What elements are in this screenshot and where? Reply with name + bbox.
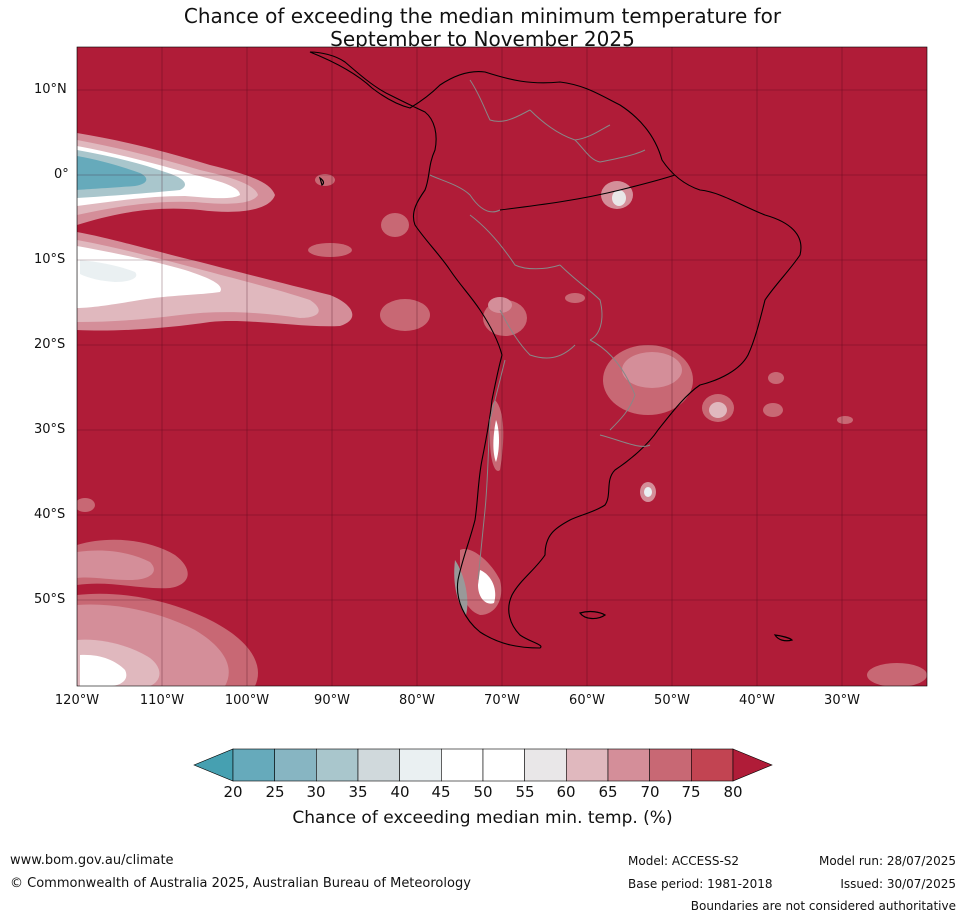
colorbar-tick: 60: [556, 783, 576, 801]
map-frame: [76, 46, 928, 687]
lat-label-10n: 10°N: [34, 82, 67, 97]
lon-label-40w: 40°W: [739, 693, 775, 708]
lon-label-110w: 110°W: [139, 693, 185, 708]
colorbar-swatch: [441, 748, 484, 782]
lat-label-30s: 30°S: [34, 422, 66, 437]
amazon-river: [499, 174, 676, 211]
colorbar-swatch: [399, 748, 442, 782]
lon-label-100w: 100°W: [224, 693, 270, 708]
lat-label-20s: 20°S: [34, 337, 66, 352]
footer-url[interactable]: www.bom.gov.au/climate: [10, 853, 174, 868]
lon-label-90w: 90°W: [314, 693, 350, 708]
colorbar-swatch: [691, 748, 734, 782]
footer-base-period: Base period: 1981-2018: [628, 877, 773, 891]
footer-model-run: Model run: 28/07/2025: [818, 854, 956, 868]
colorbar-swatch: [316, 748, 359, 782]
coastline-south-america: [309, 51, 802, 649]
lon-label-30w: 30°W: [824, 693, 860, 708]
scattered-anomaly-patches: [77, 174, 927, 686]
lon-label-50w: 50°W: [654, 693, 690, 708]
colorbar-swatch: [524, 748, 567, 782]
colorbar-swatch: [607, 748, 650, 782]
footer-copyright: © Commonwealth of Australia 2025, Austra…: [10, 876, 471, 891]
lat-label-50s: 50°S: [34, 592, 66, 607]
colorbar-swatch: [274, 748, 317, 782]
lat-label-0: 0°: [54, 167, 69, 182]
colorbar-tick: 30: [306, 783, 326, 801]
colorbar-swatch: [482, 748, 525, 782]
colorbar-label: Chance of exceeding median min. temp. (%…: [292, 808, 673, 828]
lon-label-70w: 70°W: [484, 693, 520, 708]
colorbar-low-extend: [193, 748, 234, 782]
colorbar-tick: 40: [390, 783, 410, 801]
colorbar-tick: 50: [473, 783, 493, 801]
colorbar-tick: 25: [265, 783, 285, 801]
graticule: [77, 47, 927, 686]
colorbar: [193, 748, 773, 782]
lon-label-60w: 60°W: [569, 693, 605, 708]
country-borders: [429, 79, 651, 581]
footer-model: Model: ACCESS-S2: [628, 854, 740, 868]
colorbar-tick: 75: [681, 783, 701, 801]
colorbar-tick: 65: [598, 783, 618, 801]
colorbar-swatch: [649, 748, 692, 782]
footer-disclaimer: Boundaries are not considered authoritat…: [690, 899, 956, 913]
colorbar-tick: 45: [431, 783, 451, 801]
southwest-pacific-anomaly: [77, 539, 258, 686]
colorbar-tick: 70: [640, 783, 660, 801]
pacific-equatorial-anomaly: [77, 133, 275, 225]
footer-issued: Issued: 30/07/2025: [840, 877, 956, 891]
colorbar-high-extend: [732, 748, 773, 782]
islands: [318, 176, 794, 642]
lat-label-10s: 10°S: [34, 252, 66, 267]
colorbar-swatch: [566, 748, 609, 782]
chart-title-line-1: Chance of exceeding the median minimum t…: [183, 4, 782, 28]
colorbar-tick: 55: [515, 783, 535, 801]
lon-label-80w: 80°W: [399, 693, 435, 708]
colorbar-tick: 20: [223, 783, 243, 801]
pacific-10s-anomaly: [77, 232, 353, 331]
lat-label-40s: 40°S: [34, 507, 66, 522]
colorbar-swatch: [357, 748, 400, 782]
lon-label-120w: 120°W: [54, 693, 100, 708]
colorbar-swatch: [232, 748, 275, 782]
chart-title-line-2: September to November 2025: [330, 27, 635, 51]
colorbar-tick: 35: [348, 783, 368, 801]
andes-patagonia-anomaly: [454, 400, 504, 615]
colorbar-tick: 80: [723, 783, 743, 801]
